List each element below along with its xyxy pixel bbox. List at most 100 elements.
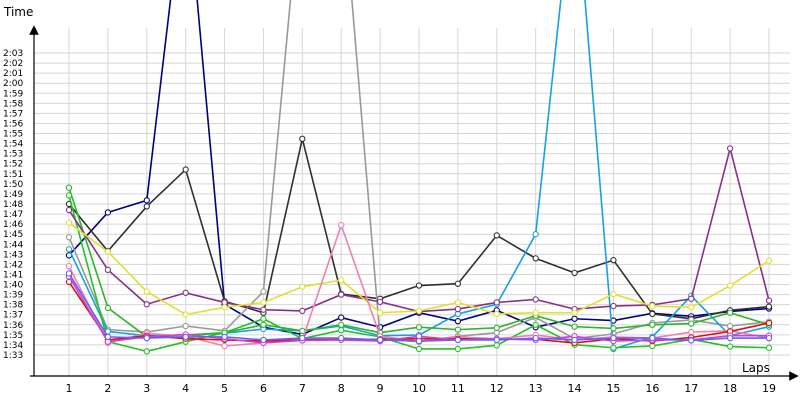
data-point [260,336,267,344]
x-tick-label: 3 [143,382,150,395]
data-point [338,321,345,328]
data-point [104,248,112,255]
data-point [532,255,539,262]
data-point [65,246,73,253]
data-point [688,304,695,311]
y-tick-label: 1:57 [3,109,23,119]
data-point [65,234,73,241]
data-point [765,257,773,264]
data-point [726,282,734,289]
data-point [610,325,617,332]
data-point [532,231,539,238]
y-axis-label: Time [3,5,33,19]
series-layer [65,0,773,355]
data-point [376,298,384,305]
x-tick-label: 1 [66,382,73,395]
data-point [649,321,656,328]
data-point [532,309,539,316]
x-ticks: 1 2 3 4 5 6 7 8 9 10 11 12 13 14 15 16 17 18 19 [66,382,777,395]
data-point [688,328,695,336]
data-point [143,288,150,295]
data-point [610,290,617,298]
y-tick-label: 1:56 [3,119,23,129]
y-tick-label: 1:51 [3,170,23,180]
x-tick-label: 4 [182,382,189,395]
data-point [415,282,423,289]
x-tick-label: 7 [299,382,306,395]
data-point [221,333,228,341]
data-point [104,304,112,312]
data-point [726,145,734,152]
data-point [532,321,539,328]
data-point [571,269,578,277]
data-point [765,303,773,310]
data-point [454,336,462,344]
data-point [338,221,345,229]
data-point [104,209,112,216]
y-tick-label: 2:02 [3,59,23,69]
x-axis-label: Laps [742,361,770,375]
data-point [571,315,578,322]
data-point [182,322,189,330]
data-point [143,348,150,355]
data-point [338,314,345,321]
data-point [688,320,695,327]
data-point [493,324,500,331]
x-tick-label: 15 [606,382,620,395]
data-point [454,326,462,333]
data-point [143,197,150,204]
data-point [338,291,345,298]
y-tick-label: 1:35 [3,331,23,341]
y-tick-label: 1:39 [3,291,23,301]
data-point [221,342,228,350]
data-point [454,318,462,325]
x-tick-label: 2 [104,382,111,395]
data-point [65,263,73,270]
y-tick-label: 1:40 [3,281,23,291]
data-point [338,327,345,334]
y-tick-label: 1:38 [3,301,23,311]
x-tick-label: 14 [568,382,582,395]
x-tick-label: 5 [221,382,228,395]
data-point [104,266,112,273]
data-point [415,337,423,345]
y-tick-label: 1:58 [3,99,23,109]
data-point [182,311,189,318]
data-point [649,310,656,318]
y-tick-label: 1:47 [3,210,23,220]
y-tick-label: 1:33 [3,351,23,361]
data-point [299,283,306,290]
y-tick-label: 1:37 [3,311,23,321]
x-tick-label: 9 [377,382,384,395]
data-point [65,192,73,199]
data-point [688,295,695,302]
data-point [493,342,500,349]
data-point [415,345,423,353]
data-point [260,299,267,306]
x-tick-label: 11 [451,382,465,395]
data-point [765,344,773,351]
x-tick-label: 13 [529,382,543,395]
data-point [726,343,734,350]
data-point [493,232,500,239]
data-point [649,334,656,342]
y-tick-label: 1:49 [3,190,23,200]
data-point [571,336,578,344]
data-point [221,304,228,311]
data-point [182,289,189,296]
data-point [299,334,306,342]
data-point [571,309,578,316]
y-tick-label: 1:42 [3,260,23,270]
data-point [143,334,150,342]
y-tick-label: 2:00 [3,79,23,89]
y-tick-label: 1:43 [3,250,23,260]
y-tick-label: 1:59 [3,89,23,99]
data-point [532,334,539,342]
data-point [182,333,189,341]
y-tick-label: 1:46 [3,220,23,230]
data-point [493,299,500,306]
data-point [454,345,462,353]
y-tick-label: 1:54 [3,140,23,150]
y-tick-label: 1:53 [3,150,23,160]
